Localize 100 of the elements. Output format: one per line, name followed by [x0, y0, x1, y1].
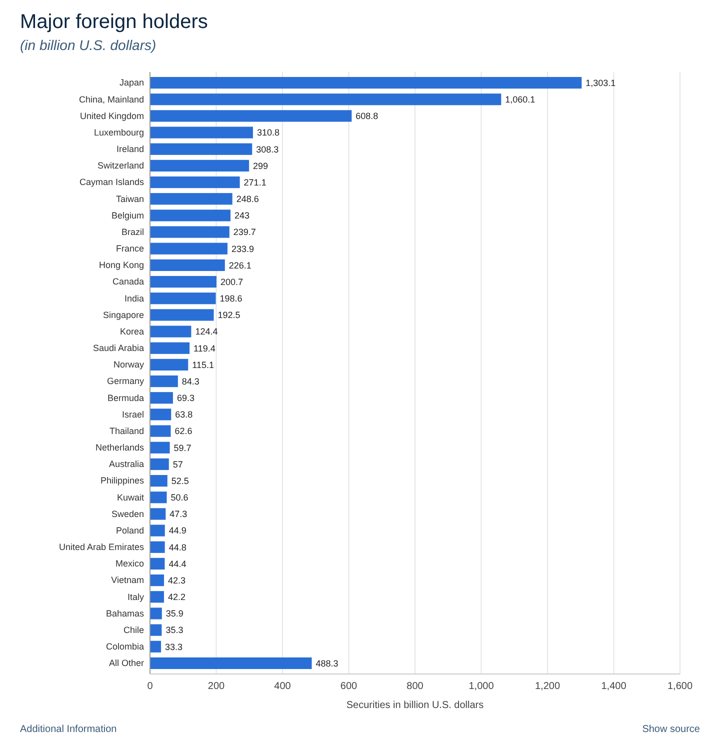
chart-subtitle: (in billion U.S. dollars)	[20, 37, 156, 53]
data-label: 608.8	[356, 111, 378, 122]
y-tick-label: Belgium	[111, 210, 144, 220]
x-tick-label: 0	[147, 681, 154, 692]
bar	[150, 524, 165, 536]
data-label: 35.3	[166, 625, 184, 636]
data-label: 226.1	[228, 260, 252, 270]
data-label: 248.6	[236, 194, 259, 204]
y-tick-label: United Kingdom	[80, 110, 144, 121]
y-tick-label: Saudi Arabia	[92, 343, 144, 354]
y-tick-label: United Arab Emirates	[58, 542, 144, 552]
bar	[150, 408, 172, 420]
y-tick-label: Poland	[116, 525, 144, 536]
y-tick-label: Norway	[113, 360, 144, 370]
bar	[150, 541, 165, 553]
data-label: 69.3	[176, 393, 194, 404]
data-label: 42.3	[168, 575, 186, 586]
data-label: 44.8	[168, 542, 186, 552]
y-tick-label: Colombia	[106, 642, 144, 652]
bar	[150, 574, 164, 586]
x-tick-label: 1,600	[667, 681, 693, 692]
data-label: 50.6	[170, 492, 188, 503]
y-tick-label: Luxembourg	[94, 127, 144, 138]
data-label: 33.3	[165, 642, 183, 652]
bar	[150, 94, 502, 106]
bar	[150, 226, 230, 238]
x-tick-label: 400	[274, 681, 292, 692]
x-tick-label: 1,400	[601, 681, 627, 692]
y-tick-label: Philippines	[100, 476, 144, 486]
bar	[150, 242, 228, 254]
chart-title: Major foreign holders	[20, 11, 208, 33]
bar	[150, 309, 214, 321]
y-tick-label: Korea	[120, 326, 144, 336]
y-tick-label: Canada	[112, 276, 144, 287]
bar	[150, 558, 165, 570]
bar	[150, 210, 230, 222]
y-tick-label: France	[116, 244, 144, 254]
data-label: 1,060.1	[505, 94, 536, 105]
data-label: 119.4	[194, 343, 216, 354]
data-label: 44.4	[168, 558, 186, 569]
bar	[150, 624, 162, 636]
bar	[150, 276, 216, 288]
bar	[150, 640, 162, 652]
data-label: 299	[253, 160, 268, 171]
bar	[150, 425, 171, 437]
bar	[150, 492, 167, 504]
y-tick-label: Kuwait	[116, 492, 144, 502]
y-tick-label: India	[124, 293, 144, 304]
bar	[150, 292, 216, 304]
y-tick-label: Taiwan	[116, 194, 144, 204]
data-label: 115.1	[192, 360, 214, 370]
data-label: 35.9	[166, 608, 184, 619]
data-label: 239.7	[233, 227, 256, 238]
y-tick-label: Sweden	[111, 508, 144, 519]
bar	[150, 126, 253, 138]
y-tick-label: Chile	[123, 624, 144, 635]
bar	[150, 193, 232, 205]
x-axis-title: Securities in billion U.S. dollars	[346, 700, 484, 711]
bar	[150, 442, 170, 454]
data-label: 243	[234, 210, 250, 221]
data-label: 52.5	[171, 476, 189, 486]
bar	[150, 358, 188, 371]
y-tick-label: Bermuda	[107, 392, 144, 403]
y-tick-label: All Other	[108, 658, 144, 668]
data-label: 44.9	[168, 526, 186, 536]
bar	[150, 259, 225, 272]
x-tick-label: 1,200	[534, 681, 560, 692]
bar	[150, 110, 352, 122]
text: Additional Information	[20, 724, 117, 735]
y-tick-label: China, Mainland	[78, 94, 144, 104]
data-label: 308.3	[256, 144, 279, 154]
bar	[150, 591, 164, 603]
y-tick-label: Japan	[119, 78, 144, 88]
bar	[150, 160, 250, 172]
data-label: 198.6	[220, 294, 242, 304]
y-tick-label: Netherlands	[95, 442, 144, 453]
y-tick-label: Israel	[122, 409, 144, 420]
data-label: 57	[172, 459, 183, 470]
bar	[150, 474, 168, 487]
data-label: 488.3	[316, 658, 338, 668]
data-label: 42.2	[168, 592, 186, 602]
data-label: 271.1	[244, 177, 266, 188]
data-label: 59.7	[174, 442, 192, 453]
x-tick-label: 600	[340, 681, 358, 692]
bar	[150, 375, 178, 388]
bar	[150, 608, 162, 620]
y-tick-label: Bahamas	[106, 608, 144, 618]
data-label: 1,303.1	[586, 78, 616, 88]
y-tick-label: Brazil	[121, 226, 144, 237]
y-tick-label: Germany	[106, 376, 144, 386]
data-label: 192.5	[218, 310, 240, 320]
y-tick-label: Thailand	[109, 426, 144, 436]
bar	[150, 342, 190, 354]
y-tick-label: Hong Kong	[98, 260, 144, 270]
bar	[150, 176, 240, 188]
bar	[150, 392, 173, 404]
bar	[150, 508, 166, 520]
bar	[150, 143, 252, 155]
y-tick-label: Cayman Islands	[79, 177, 144, 188]
x-tick-label: 200	[208, 681, 226, 692]
